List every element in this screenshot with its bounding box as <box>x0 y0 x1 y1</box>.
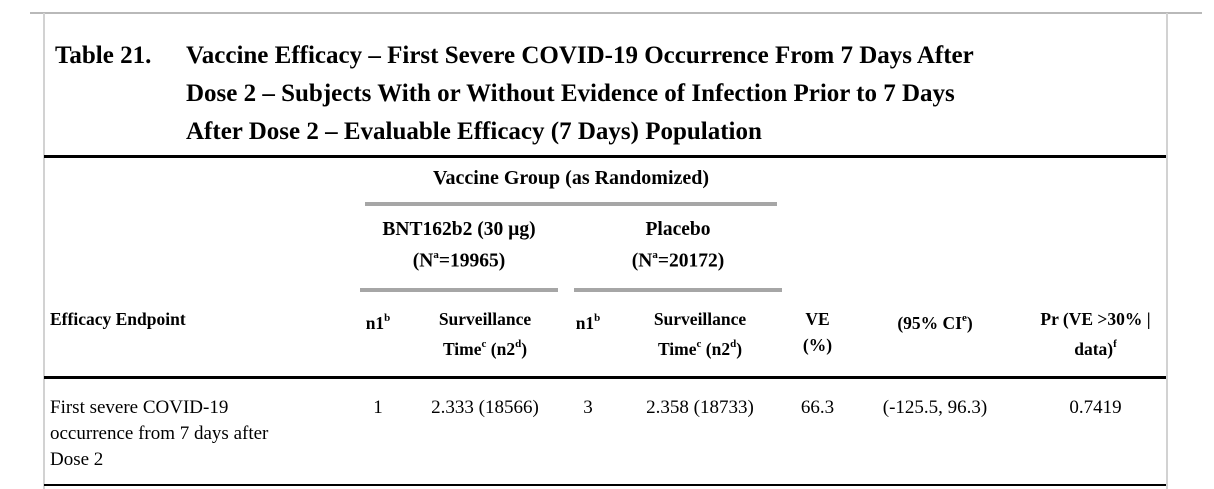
footnote-f-marker: f <box>1113 338 1117 350</box>
footnote-c-marker: c <box>696 338 702 350</box>
efficacy-table: Vaccine Group (as Randomized) BNT162b2 (… <box>44 158 1166 486</box>
arm-header-row: BNT162b2 (30 µg) (Na=19965) Placebo (Na=… <box>44 206 1166 289</box>
arm-header-bnt162b2: BNT162b2 (30 µg) (Na=19965) <box>352 206 566 289</box>
cell-placebo-n1: 3 <box>566 377 610 486</box>
table-title-line-1: Vaccine Efficacy – First Severe COVID-19… <box>186 42 974 69</box>
table-title-line-2: Dose 2 – Subjects With or Without Eviden… <box>186 80 955 107</box>
arm-bnt162b2-name: BNT162b2 (30 µg) <box>382 218 536 240</box>
table-title-line-3: After Dose 2 – Evaluable Efficacy (7 Day… <box>186 118 762 145</box>
footnote-c-marker: c <box>481 338 487 350</box>
cell-ve-percent: 66.3 <box>790 377 845 486</box>
endpoint-description: First severe COVID-19 occurrence from 7 … <box>50 396 269 470</box>
table-title: Table 21. Vaccine Efficacy – First Sever… <box>44 37 1166 151</box>
col-header-efficacy-endpoint: Efficacy Endpoint <box>44 292 352 379</box>
col-header-bnt-n1: n1b <box>352 292 404 379</box>
placebo-underline <box>574 288 782 292</box>
cell-placebo-surveillance: 2.358 (18733) <box>610 377 790 486</box>
table-21-section: Table 21. Vaccine Efficacy – First Sever… <box>44 13 1166 486</box>
col-header-95-ci: (95% CIe) <box>845 292 1025 379</box>
footnote-b-marker: b <box>594 312 601 324</box>
cell-pr-ve-gt30: 0.7419 <box>1025 377 1166 486</box>
group-header-row: Vaccine Group (as Randomized) <box>44 158 1166 202</box>
arm-header-underline-row <box>44 288 1166 292</box>
bnt162b2-underline <box>360 288 558 292</box>
footnote-e-marker: e <box>961 312 967 324</box>
footnote-d-marker: d <box>515 338 522 350</box>
cell-bnt-surveillance: 2.333 (18566) <box>404 377 566 486</box>
footnote-b-marker: b <box>384 312 391 324</box>
page-left-border <box>43 13 45 489</box>
vaccine-group-underline <box>365 201 777 206</box>
title-divider-rule <box>44 155 1166 158</box>
col-header-bnt-surveillance: Surveillance Timec (n2d) <box>404 292 566 379</box>
cell-bnt-n1: 1 <box>352 377 404 486</box>
col-header-placebo-surveillance: Surveillance Timec (n2d) <box>610 292 790 379</box>
page-top-border <box>30 12 1202 14</box>
page-right-border <box>1166 13 1168 489</box>
arm-placebo-name: Placebo <box>645 218 711 240</box>
footnote-a-marker: a <box>652 248 658 261</box>
arm-bnt162b2-n: (Na=19965) <box>412 248 506 272</box>
col-header-placebo-n1: n1b <box>566 292 610 379</box>
group-header-underline-row <box>44 201 1166 206</box>
cell-95-ci: (-125.5, 96.3) <box>845 377 1025 486</box>
vaccine-group-span-header: Vaccine Group (as Randomized) <box>432 166 710 189</box>
table-number-label: Table 21. <box>55 42 152 69</box>
table-row: First severe COVID-19 occurrence from 7 … <box>44 377 1166 486</box>
footnote-d-marker: d <box>730 338 737 350</box>
col-header-pr-ve-gt30: Pr (VE >30% | data)f <box>1025 292 1166 379</box>
footnote-a-marker: a <box>433 248 439 261</box>
column-header-row: Efficacy Endpoint n1b Surveillance Timec… <box>44 292 1166 379</box>
arm-header-placebo: Placebo (Na=20172) <box>566 206 790 289</box>
arm-placebo-n: (Na=20172) <box>631 248 725 272</box>
cell-efficacy-endpoint: First severe COVID-19 occurrence from 7 … <box>44 377 352 486</box>
table-title-text: Vaccine Efficacy – First Severe COVID-19… <box>186 37 1144 151</box>
col-header-ve-percent: VE (%) <box>790 292 845 379</box>
